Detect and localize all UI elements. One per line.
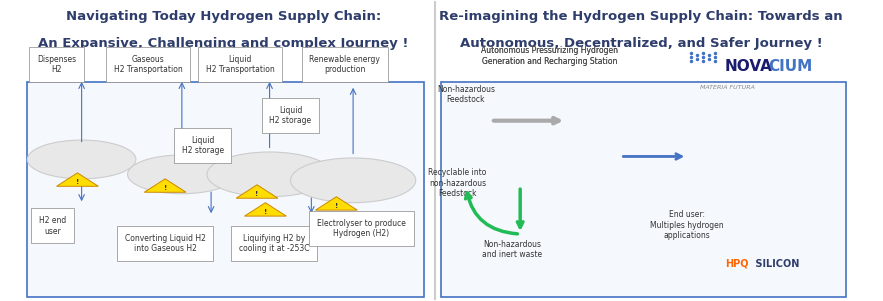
Text: Converting Liquid H2
into Gaseous H2: Converting Liquid H2 into Gaseous H2 <box>125 234 206 253</box>
Text: Dispenses
H2: Dispenses H2 <box>37 55 76 74</box>
FancyBboxPatch shape <box>441 82 846 296</box>
Text: Liquid
H2 Transportation: Liquid H2 Transportation <box>206 55 275 74</box>
Text: !: ! <box>163 185 167 191</box>
Circle shape <box>127 155 236 194</box>
Text: Non-hazardous
and inert waste: Non-hazardous and inert waste <box>482 240 542 259</box>
Text: Renewable energy
production: Renewable energy production <box>309 55 381 74</box>
Polygon shape <box>144 179 186 192</box>
Text: H2 end
user: H2 end user <box>39 216 66 235</box>
Text: MATERIA FUTURA: MATERIA FUTURA <box>700 85 755 90</box>
Text: SILICON: SILICON <box>751 259 799 269</box>
Polygon shape <box>57 173 98 186</box>
Text: Non-hazardous
Feedstock: Non-hazardous Feedstock <box>437 85 494 104</box>
Circle shape <box>291 158 416 203</box>
Text: End user:
Multiples hydrogen
applications: End user: Multiples hydrogen application… <box>651 210 724 240</box>
Circle shape <box>27 140 136 179</box>
Text: Autonomous Pressurizing Hydrogen
Generation and Recharging Station: Autonomous Pressurizing Hydrogen Generat… <box>481 46 618 66</box>
Text: !: ! <box>264 209 267 215</box>
Text: Re-imagining the Hydrogen Supply Chain: Towards an: Re-imagining the Hydrogen Supply Chain: … <box>440 10 843 23</box>
Text: !: ! <box>335 203 338 209</box>
Text: !: ! <box>255 191 259 197</box>
Text: Recyclable into
non-hazardous
Feedstock: Recyclable into non-hazardous Feedstock <box>428 168 487 198</box>
Text: CIUM: CIUM <box>768 60 812 75</box>
Text: Gaseous
H2 Transportation: Gaseous H2 Transportation <box>114 55 183 74</box>
Polygon shape <box>315 197 358 210</box>
Text: NOVA: NOVA <box>725 60 773 75</box>
Polygon shape <box>245 203 286 216</box>
Text: !: ! <box>76 179 79 185</box>
Text: Autonomous Pressurizing Hydrogen
Generation and Recharging Station: Autonomous Pressurizing Hydrogen Generat… <box>481 46 618 66</box>
Text: Liquid
H2 storage: Liquid H2 storage <box>269 106 312 125</box>
Polygon shape <box>236 185 278 198</box>
FancyBboxPatch shape <box>27 82 424 296</box>
Text: Liquid
H2 storage: Liquid H2 storage <box>182 135 223 155</box>
Text: Autonomous, Decentralized, and Safer Journey !: Autonomous, Decentralized, and Safer Jou… <box>460 37 823 50</box>
Text: Navigating Today Hydrogen Supply Chain:: Navigating Today Hydrogen Supply Chain: <box>66 10 381 23</box>
Circle shape <box>207 152 332 197</box>
Text: Electrolyser to produce
Hydrogen (H2): Electrolyser to produce Hydrogen (H2) <box>317 219 406 238</box>
Text: An Expansive, Challenging and complex Journey !: An Expansive, Challenging and complex Jo… <box>38 37 409 50</box>
Text: HPQ: HPQ <box>725 259 748 269</box>
Text: Liquifying H2 by
cooling it at -253C: Liquifying H2 by cooling it at -253C <box>238 234 309 253</box>
